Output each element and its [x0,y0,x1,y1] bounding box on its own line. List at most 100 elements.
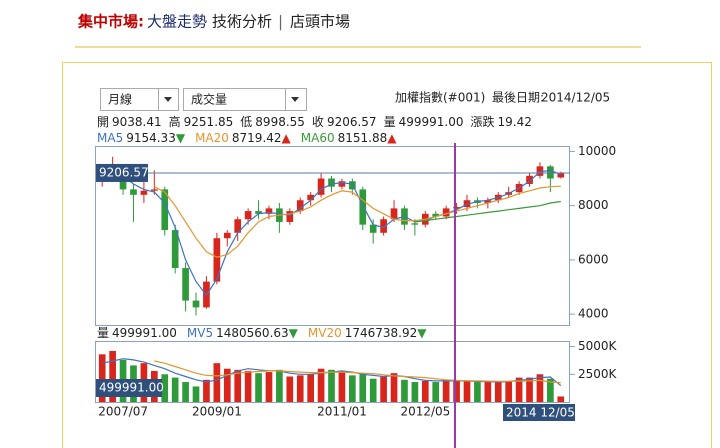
volume-bar [109,350,116,402]
candle-body [328,178,335,187]
volume-bar [474,382,481,402]
volume-bar [380,376,387,402]
legend-trend: ▼ [417,326,427,340]
candle-body [390,208,398,220]
volume-bar [557,396,565,402]
select-arrow [291,97,299,102]
volume-bar [265,372,273,402]
quote-label: 漲跌 [470,114,494,129]
candle-body [338,181,346,187]
candle-body [453,207,460,209]
nav-link[interactable]: 大盤走勢 [147,13,207,31]
volume-bar [359,373,367,402]
candle-body [161,189,169,231]
volume-bar [161,374,169,402]
quote-value: 8998.55 [255,115,305,129]
candle-body [296,200,304,212]
volume-bar [317,368,325,402]
legend-name: MA60 [301,131,335,145]
volume-bar [296,375,304,402]
legend-value: 9154.33 [126,131,176,145]
mv-line [154,360,561,384]
candle-body [244,211,252,220]
candle-body [359,189,367,225]
candle-body [213,238,221,282]
candle-body [171,230,179,269]
x-tick-label: 2007/07 [98,405,148,419]
legend-name: 量 [97,326,109,340]
candle-body [317,178,325,195]
volume-bar [432,382,440,402]
legend-value: 499991.00 [112,326,177,340]
quote-label: 高 [169,114,181,129]
volume-bar [421,380,429,402]
quote-value: 9038.41 [112,115,162,129]
candle-body [536,166,544,176]
candle-body [526,175,533,184]
candle-body [463,200,471,208]
volume-bar [536,374,544,402]
quote-value: 499991.00 [399,115,464,129]
candle-body [130,189,137,195]
volume-bar [484,382,492,402]
legend-name: MA5 [97,131,123,145]
volume-bar [182,382,189,402]
y-tick-label: 8000 [578,198,609,212]
candle-body [255,211,262,214]
volume-bar [411,382,419,402]
volume-bar [307,374,314,402]
price-box-label: 9206.57 [99,165,149,179]
volume-bar [547,378,554,402]
price-box [96,163,148,182]
volume-bar [171,377,179,402]
x-tick-label: 2012/05 [400,405,450,419]
candle-body [432,213,440,217]
candle-body [150,189,158,191]
volume-bar [286,376,294,402]
nav-link[interactable]: 技術分析 [212,13,272,31]
candle-body [182,268,189,301]
candle-body [307,194,314,201]
volume-box-label: 499991.00 [99,381,164,395]
quote-row: 開 9038.41 高 9251.85 低 8998.55 收 9206.57 量 499991.… [97,114,532,129]
volume-pane [95,341,570,403]
period-select[interactable]: 月線 [100,88,179,111]
candle-body [192,300,200,308]
legend-name: MV5 [187,326,213,340]
ma-line [414,200,561,223]
volume-bar [203,379,210,402]
nav-link[interactable]: 店頭市場 [290,13,350,31]
volume-bar [369,378,377,402]
candle-body [234,219,242,233]
select-label: 成交量 [191,92,227,107]
price-pane [95,146,570,326]
select-box[interactable] [183,88,307,111]
volume-bar [390,373,398,402]
cursor-date-box [503,404,575,421]
legend-trend: ▼ [289,326,299,340]
candle-body [286,211,294,222]
x-tick-label: 2009/01 [192,405,242,419]
volume-bar [494,382,502,402]
volume-bar [213,363,221,402]
volume-bar [505,380,513,402]
quote-value: 19.42 [498,115,532,129]
candle-body [223,232,231,239]
last-date-label: 最後日期: [492,91,544,105]
ma-line [101,169,562,297]
quote-value: 9206.57 [327,115,377,129]
y-tick-label: 5000K [578,339,618,353]
nav-market: 集中市場: [77,13,144,31]
candle-body [411,223,419,225]
candle-body [442,208,450,217]
volume-bar [442,379,450,402]
y-tick-label: 2500K [578,367,618,381]
y-tick-label: 10000 [578,144,616,158]
volume-bar [244,370,252,402]
volume-bar [276,369,283,402]
x-tick-label: 2011/01 [317,405,367,419]
legend: 量 499991.00 MV5 1480560.63▼ MV20 1746738.92▼ [97,326,427,340]
indicator-select[interactable]: 成交量 [183,88,307,111]
legend: MA5 9154.33▼ MA20 8719.42▲ MA60 8151.88▲ [97,131,397,145]
